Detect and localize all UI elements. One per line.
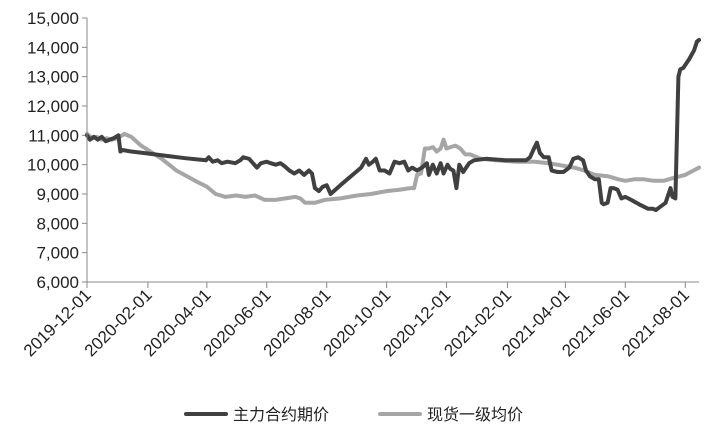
- y-tick-label: 11,000: [28, 126, 79, 145]
- legend: 主力合约期价 现货一级均价: [184, 405, 523, 424]
- y-tick-label: 6,000: [36, 273, 79, 292]
- y-tick-label: 8,000: [36, 214, 79, 233]
- y-tick-label: 14,000: [27, 38, 79, 57]
- y-tick-label: 13,000: [27, 68, 79, 87]
- legend-label-1: 现货一级均价: [427, 405, 523, 424]
- y-axis-ticks: 6,000 7,000 8,000 9,000 10,000 11,000 12,000 13…: [27, 9, 87, 292]
- series-line-0: [85, 38, 701, 213]
- x-axis-ticks: 2019-12-012020-02-012020-04-012020-06-01…: [20, 282, 693, 360]
- legend-label-0: 主力合约期价: [233, 405, 329, 424]
- y-tick-label: 7,000: [36, 244, 79, 263]
- y-tick-label: 15,000: [27, 9, 79, 28]
- y-tick-label: 10,000: [27, 156, 79, 175]
- y-tick-label: 12,000: [27, 97, 79, 116]
- y-tick-label: 9,000: [36, 185, 79, 204]
- series-layer: [85, 38, 701, 213]
